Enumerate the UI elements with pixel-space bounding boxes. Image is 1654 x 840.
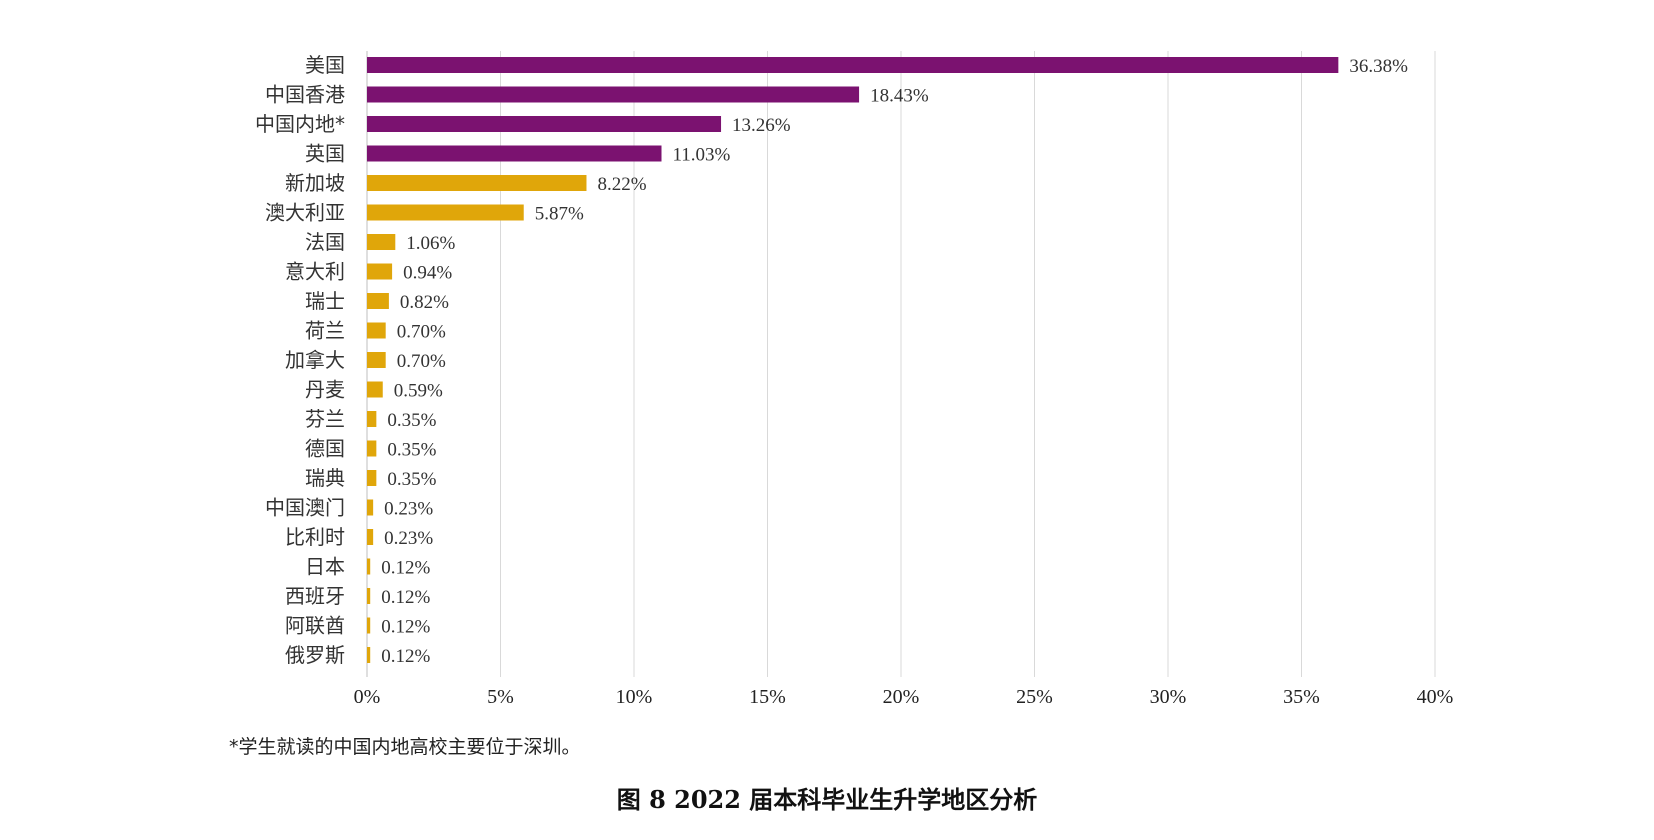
x-tick-labels: 0% 5% 10% 15% 20% 25% 30% 35% 40% [354,686,1454,708]
bar [367,293,389,309]
footnote: *学生就读的中国内地高校主要位于深圳。 [229,736,581,758]
category-label: 芬兰 [305,407,345,431]
data-label: 0.23% [384,499,433,520]
data-label: 0.23% [384,528,433,549]
category-label: 瑞士 [305,289,345,313]
bars [367,57,1339,663]
data-label: 11.03% [673,145,731,166]
category-label: 阿联酋 [285,614,345,638]
data-label: 13.26% [732,115,791,136]
category-label: 美国 [305,53,345,77]
category-label: 日本 [305,555,345,579]
data-label: 0.70% [397,322,446,343]
bar [367,440,377,457]
bar [367,204,524,221]
x-tick-label: 20% [883,686,920,708]
x-tick-label: 15% [749,686,786,708]
category-label: 中国内地* [255,112,345,136]
x-tick-label: 40% [1417,686,1454,708]
category-label: 俄罗斯 [285,643,345,667]
bar [367,381,383,398]
bar [367,529,374,545]
category-label: 新加坡 [285,171,345,195]
bar [367,175,587,191]
bar [367,588,371,604]
category-label: 荷兰 [305,319,345,343]
category-label: 西班牙 [285,584,345,608]
bar [367,322,386,339]
category-label: 丹麦 [305,378,345,402]
data-label: 0.12% [381,558,430,579]
bar [367,647,371,663]
data-label: 0.35% [387,410,436,431]
bar [367,57,1339,73]
category-label: 德国 [305,437,345,461]
data-label: 0.59% [394,381,443,402]
data-label: 0.12% [381,617,430,638]
category-label: 中国香港 [265,83,345,107]
x-tick-label: 30% [1150,686,1187,708]
gridlines [500,51,1436,677]
bar [367,263,393,280]
data-label: 0.94% [403,263,452,284]
x-tick-label: 10% [616,686,653,708]
x-tick-label: 0% [354,686,381,708]
data-label: 1.06% [406,233,455,254]
data-label: 0.82% [400,292,449,313]
data-label: 8.22% [597,174,646,195]
data-label: 0.70% [397,351,446,372]
bar [367,499,374,516]
x-tick-label: 5% [487,686,514,708]
data-label: 18.43% [870,86,929,107]
bar [367,86,860,103]
category-label: 意大利 [285,260,345,284]
data-label: 36.38% [1349,56,1408,77]
bar [367,411,377,427]
figure-caption: 图 8 2022 届本科毕业生升学地区分析 [616,785,1038,814]
bar [367,470,377,486]
category-label: 英国 [305,142,345,166]
bar [367,558,371,575]
bar [367,352,386,368]
bar [367,145,662,162]
bar [367,234,396,250]
category-label: 法国 [305,230,345,254]
data-label: 0.12% [381,646,430,667]
category-label: 比利时 [285,525,345,549]
x-tick-label: 35% [1283,686,1320,708]
data-label: 0.35% [387,469,436,490]
x-tick-label: 25% [1016,686,1053,708]
bar [367,617,371,634]
category-label: 瑞典 [305,466,345,490]
data-label: 0.12% [381,587,430,608]
bar [367,116,722,132]
category-label: 澳大利亚 [265,201,345,225]
data-label: 0.35% [387,440,436,461]
category-label: 加拿大 [285,348,345,372]
category-label: 中国澳门 [265,496,345,520]
value-labels: 36.38% 18.43% 13.26%11.03% 8.22% 5.87% 1.06% 0… [381,56,1408,667]
data-label: 5.87% [535,204,584,225]
